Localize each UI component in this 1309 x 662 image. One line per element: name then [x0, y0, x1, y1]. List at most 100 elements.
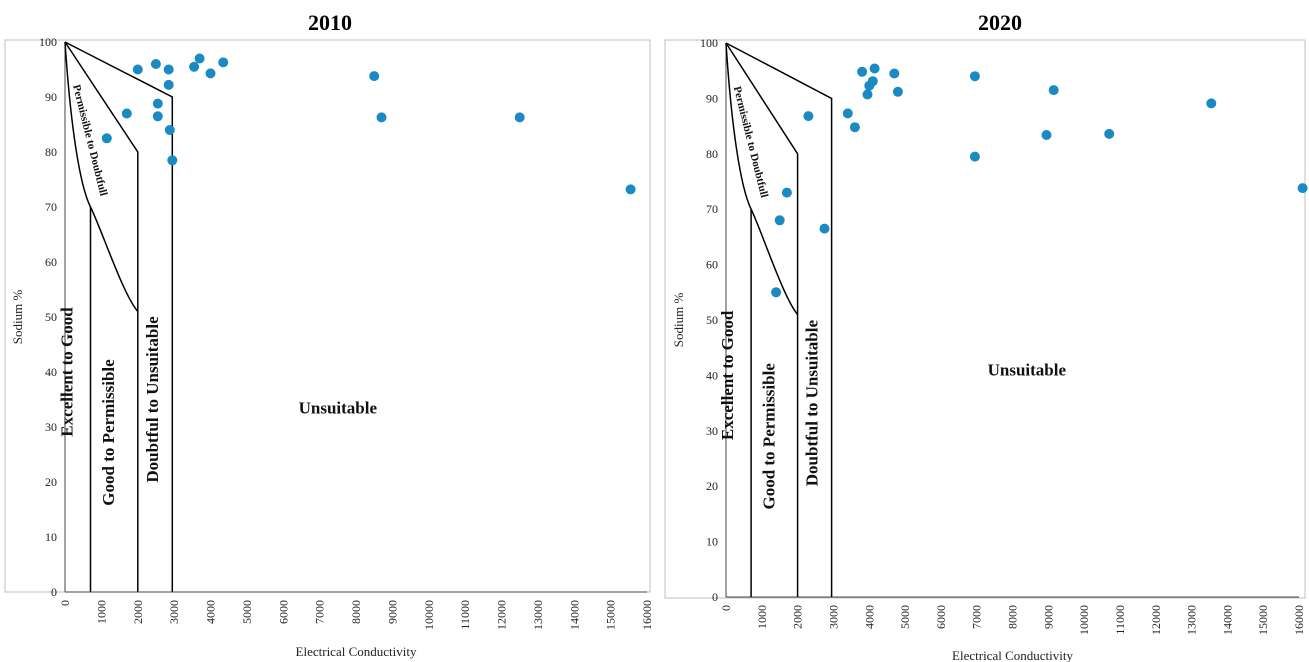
- x-tick-label: 9000: [1041, 605, 1055, 629]
- y-tick-label: 0: [51, 585, 57, 599]
- y-tick-label: 60: [706, 258, 718, 272]
- data-point: [121, 108, 132, 119]
- x-tick-label: 3000: [826, 605, 840, 629]
- boundary-permissible-curve: [64, 41, 139, 312]
- x-tick-label: 14000: [567, 600, 581, 630]
- x-tick-label: 5000: [240, 600, 254, 624]
- y-tick-label: 70: [45, 200, 57, 214]
- data-point: [842, 108, 853, 119]
- y-tick-label: 70: [706, 202, 718, 216]
- zone-label-doubtful: Doubtful to Unsuitable: [143, 316, 162, 483]
- x-tick-label: 0: [719, 605, 733, 611]
- x-tick-label: 15000: [1256, 605, 1270, 635]
- x-tick-label: 13000: [1185, 605, 1199, 635]
- x-tick-label: 7000: [313, 600, 327, 624]
- y-tick-label: 90: [706, 91, 718, 105]
- x-tick-label: 1000: [755, 605, 769, 629]
- x-tick-label: 11000: [1113, 605, 1127, 635]
- data-point: [625, 184, 636, 195]
- y-axis-label: Sodium %: [671, 293, 686, 348]
- zone-label-doubtful: Doubtful to Unsuitable: [802, 320, 821, 487]
- y-tick-label: 50: [706, 313, 718, 327]
- y-tick-label: 80: [45, 145, 57, 159]
- data-point: [849, 122, 860, 133]
- x-tick-label: 13000: [531, 600, 545, 630]
- x-tick-label: 7000: [970, 605, 984, 629]
- data-point: [163, 79, 174, 90]
- boundary-doubtful: [725, 42, 833, 597]
- y-tick-label: 40: [706, 368, 718, 382]
- y-tick-label: 20: [45, 475, 57, 489]
- data-point: [163, 64, 174, 75]
- y-tick-label: 100: [39, 35, 57, 49]
- x-tick-label: 10000: [1077, 605, 1091, 635]
- x-tick-label: 12000: [1149, 605, 1163, 635]
- x-tick-label: 5000: [898, 605, 912, 629]
- y-tick-label: 100: [700, 36, 718, 50]
- data-point: [167, 155, 178, 166]
- x-tick-label: 16000: [1292, 605, 1306, 635]
- y-tick-label: 10: [45, 530, 57, 544]
- x-tick-label: 6000: [276, 600, 290, 624]
- data-point: [152, 111, 163, 122]
- data-point: [969, 151, 980, 162]
- chart-title: 2010: [308, 10, 352, 35]
- x-tick-label: 4000: [204, 600, 218, 624]
- zone-label-excellent: Excellent to Good: [57, 307, 76, 437]
- x-tick-label: 2000: [791, 605, 805, 629]
- x-tick-label: 12000: [495, 600, 509, 630]
- data-point: [205, 68, 216, 79]
- data-point: [152, 98, 163, 109]
- data-point: [803, 111, 814, 122]
- data-point: [781, 187, 792, 198]
- x-tick-label: 3000: [167, 600, 181, 624]
- zone-label-good: Good to Permissible: [759, 363, 778, 510]
- data-point: [164, 125, 175, 135]
- data-point: [514, 112, 525, 123]
- data-point: [869, 63, 880, 74]
- data-point: [892, 86, 903, 97]
- plot-frame: [4, 39, 651, 593]
- y-tick-label: 20: [706, 479, 718, 493]
- x-axis-label: Electrical Conductivity: [952, 648, 1073, 662]
- data-point: [1048, 85, 1059, 96]
- data-point: [1041, 130, 1052, 140]
- x-axis-label: Electrical Conductivity: [296, 644, 417, 659]
- data-point: [132, 64, 143, 75]
- boundary-good: [725, 42, 799, 597]
- boundary-doubtful: [64, 41, 174, 592]
- data-point: [189, 61, 200, 72]
- x-tick-label: 9000: [385, 600, 399, 624]
- x-tick-label: 2000: [131, 600, 145, 624]
- y-tick-label: 50: [45, 310, 57, 324]
- data-point: [889, 68, 900, 79]
- zone-label-good: Good to Permissible: [99, 359, 118, 506]
- x-tick-label: 15000: [604, 600, 618, 630]
- x-tick-label: 1000: [94, 600, 108, 624]
- x-tick-label: 4000: [862, 605, 876, 629]
- data-point: [194, 53, 205, 64]
- plot-frame: [664, 39, 1306, 599]
- data-point: [101, 133, 112, 144]
- x-tick-label: 14000: [1220, 605, 1234, 635]
- data-point: [218, 57, 229, 68]
- y-tick-label: 80: [706, 147, 718, 161]
- x-tick-label: 6000: [934, 605, 948, 629]
- x-tick-label: 8000: [349, 600, 363, 624]
- x-tick-label: 11000: [458, 600, 472, 630]
- data-point: [862, 89, 873, 100]
- data-point: [369, 71, 380, 82]
- data-point: [857, 66, 868, 77]
- boundary-good: [64, 41, 139, 592]
- data-point: [774, 215, 785, 226]
- y-tick-label: 30: [45, 420, 57, 434]
- data-point: [819, 223, 830, 234]
- chart-title: 2020: [978, 10, 1022, 35]
- data-point: [1206, 98, 1217, 109]
- data-point: [150, 59, 161, 69]
- boundary-permissible-curve: [725, 42, 799, 315]
- data-point: [867, 76, 878, 87]
- data-point: [1104, 128, 1115, 139]
